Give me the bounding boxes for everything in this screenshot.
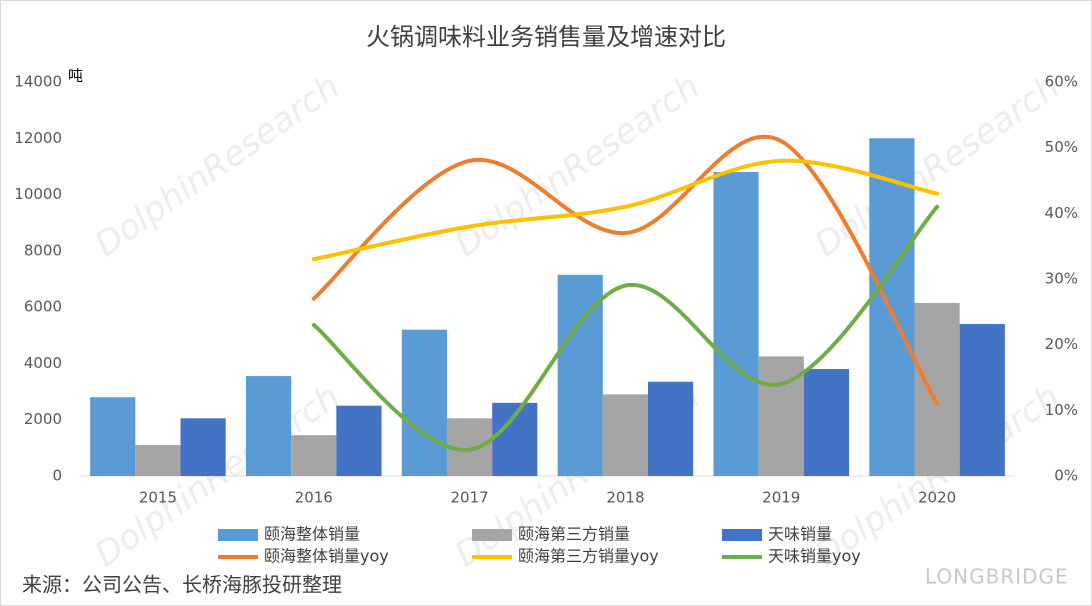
bar bbox=[602, 394, 649, 476]
bar bbox=[401, 329, 447, 476]
y-tick-label: 12000 bbox=[14, 129, 62, 147]
y2-tick-label: 0% bbox=[1054, 467, 1078, 485]
y2-tick-label: 20% bbox=[1045, 335, 1078, 353]
x-tick-label: 2015 bbox=[139, 489, 177, 507]
legend-swatch bbox=[472, 529, 512, 541]
chart-title: 火锅调味料业务销售量及增速对比 bbox=[366, 23, 726, 51]
line bbox=[311, 204, 940, 452]
source-note: 来源：公司公告、长桥海豚投研整理 bbox=[22, 573, 342, 597]
bar bbox=[135, 445, 181, 476]
y2-tick-label: 30% bbox=[1045, 270, 1078, 288]
y2-tick-label: 50% bbox=[1045, 138, 1078, 156]
x-tick-label: 2016 bbox=[295, 489, 333, 507]
line bbox=[311, 158, 940, 262]
bar bbox=[180, 418, 226, 476]
bar bbox=[245, 376, 292, 476]
y-unit: 吨 bbox=[68, 67, 83, 85]
x-tick-label: 2020 bbox=[918, 489, 956, 507]
bar bbox=[803, 369, 850, 476]
y-tick-label: 2000 bbox=[24, 410, 62, 428]
x-tick-label: 2018 bbox=[606, 489, 644, 507]
bar bbox=[291, 435, 337, 476]
bar bbox=[959, 324, 1005, 476]
legend-label: 天味销量 bbox=[768, 525, 832, 544]
bar bbox=[336, 405, 382, 476]
y-tick-label: 0 bbox=[52, 467, 62, 485]
line bbox=[311, 134, 940, 406]
legend-swatch bbox=[722, 529, 762, 541]
y2-tick-label: 60% bbox=[1045, 73, 1078, 91]
y2-tick-label: 10% bbox=[1045, 401, 1078, 419]
y-tick-label: 6000 bbox=[24, 298, 62, 316]
bar bbox=[713, 172, 759, 477]
bar bbox=[648, 381, 694, 476]
bar bbox=[758, 356, 804, 476]
y-tick-label: 4000 bbox=[24, 354, 62, 372]
legend-label: 颐海第三方销量yoy bbox=[518, 547, 659, 566]
bar bbox=[914, 302, 960, 476]
bar bbox=[557, 274, 603, 476]
y-tick-label: 8000 bbox=[24, 241, 62, 259]
legend-label: 颐海整体销量 bbox=[264, 525, 360, 544]
x-tick-label: 2017 bbox=[450, 489, 488, 507]
legend-label: 颐海第三方销量 bbox=[518, 525, 630, 544]
x-tick-label: 2019 bbox=[762, 489, 800, 507]
legend-label: 天味销量yoy bbox=[768, 547, 861, 566]
y2-tick-label: 40% bbox=[1045, 204, 1078, 222]
bar bbox=[869, 138, 915, 477]
brand-footer: LONGBRIDGE bbox=[925, 565, 1069, 589]
y-tick-label: 10000 bbox=[14, 185, 62, 203]
y-tick-label: 14000 bbox=[14, 73, 62, 91]
legend-swatch bbox=[218, 529, 258, 541]
legend-label: 颐海整体销量yoy bbox=[264, 547, 389, 566]
bar bbox=[90, 397, 136, 476]
